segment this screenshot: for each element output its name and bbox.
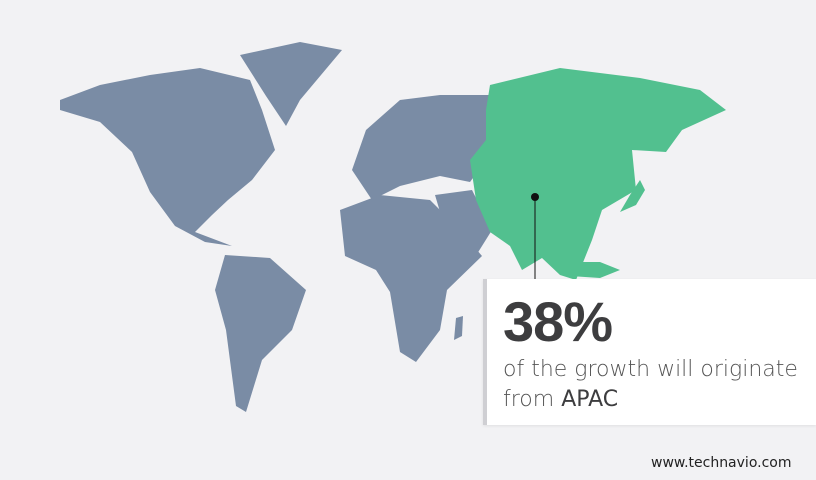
- callout-text-from: from: [503, 387, 562, 412]
- callout-card: 38% of the growth will originate from AP…: [483, 279, 816, 425]
- growth-percentage: 38%: [503, 290, 613, 353]
- middle-east: [435, 190, 492, 262]
- madagascar: [454, 316, 463, 340]
- callout-region: APAC: [561, 387, 619, 412]
- indonesia: [560, 262, 620, 278]
- asia: [470, 68, 726, 280]
- greenland: [240, 42, 342, 126]
- website-link[interactable]: www.technavio.com: [651, 455, 792, 471]
- europe: [352, 95, 490, 200]
- japan: [620, 180, 645, 212]
- africa: [340, 195, 482, 362]
- south-america: [215, 255, 306, 412]
- marker-dot: [531, 193, 539, 201]
- north-america: [60, 68, 275, 246]
- callout-description: of the growth will originate from APAC: [503, 355, 798, 415]
- apac-region: [470, 68, 726, 280]
- callout-text: of the growth will originate: [503, 357, 798, 382]
